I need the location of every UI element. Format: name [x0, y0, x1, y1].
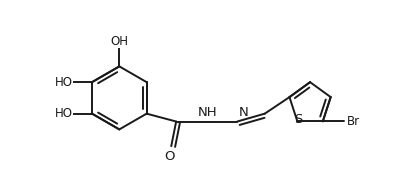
Text: O: O [164, 150, 174, 163]
Text: NH: NH [198, 106, 217, 118]
Text: Br: Br [346, 115, 359, 128]
Text: HO: HO [55, 76, 73, 89]
Text: HO: HO [55, 107, 73, 120]
Text: OH: OH [110, 35, 128, 48]
Text: N: N [238, 106, 248, 118]
Text: S: S [293, 113, 302, 126]
